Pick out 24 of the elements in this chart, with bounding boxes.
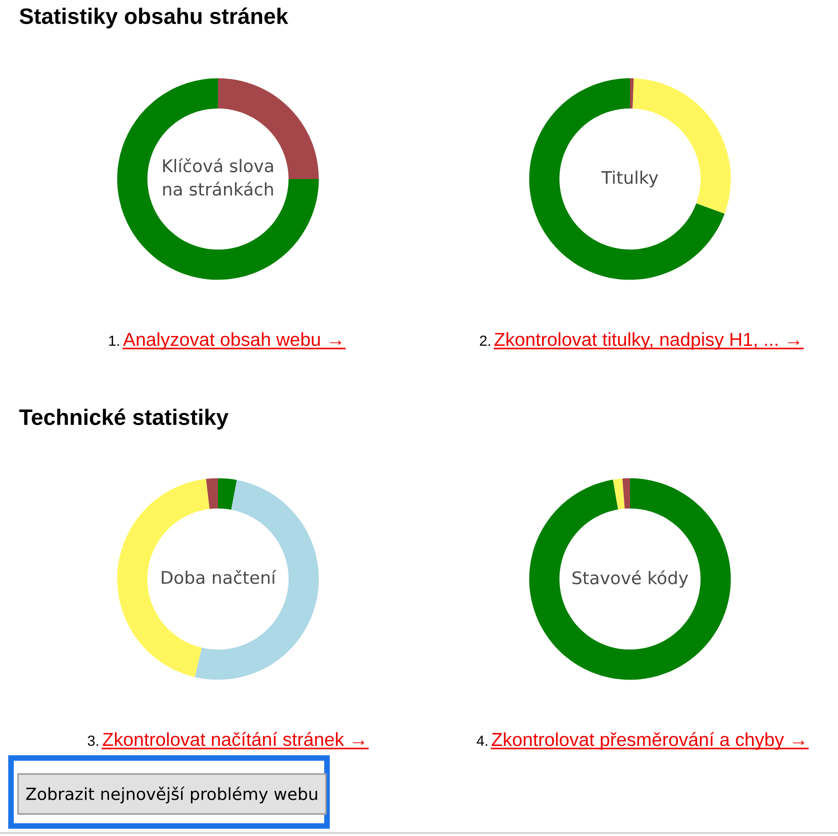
donut-slice bbox=[117, 78, 319, 280]
donut-slice bbox=[206, 478, 218, 509]
text: Doba načtení bbox=[162, 570, 276, 584]
text: Zkontrolovat titulky, nadpisy H1, ... → bbox=[494, 332, 800, 350]
text: Klíčová slova na stránkách bbox=[163, 158, 273, 196]
text: Technické statistiky bbox=[19, 408, 228, 430]
text: 1. bbox=[109, 336, 119, 346]
text: 3. bbox=[88, 736, 98, 746]
donut-slice bbox=[612, 478, 625, 510]
text: Zobrazit nejnovější problémy webu bbox=[26, 786, 318, 804]
text: Analyzovat obsah webu → bbox=[123, 332, 342, 350]
text: Zkontrolovat načítání stránek → bbox=[102, 732, 364, 746]
donut-slice bbox=[630, 78, 634, 108]
text: 4. bbox=[476, 736, 488, 746]
donut-slice bbox=[622, 478, 630, 509]
donut-slice bbox=[218, 478, 237, 510]
donut-slice bbox=[529, 478, 731, 680]
text: 2. bbox=[480, 336, 490, 346]
donut-slice bbox=[529, 78, 725, 280]
text: Stavové kódy bbox=[572, 570, 688, 588]
text: Statistiky obsahu stránek bbox=[20, 8, 288, 28]
donut-slice bbox=[117, 478, 210, 678]
text: Titulky bbox=[601, 170, 658, 188]
text: Zkontrolovat přesměrování a chyby → bbox=[492, 732, 804, 750]
